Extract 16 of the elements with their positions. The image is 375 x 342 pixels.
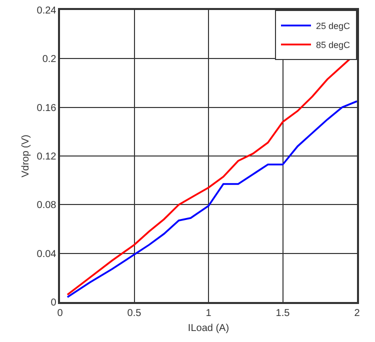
y-tick-label: 0.24: [36, 6, 57, 16]
y-axis-title: Vdrop (V): [20, 134, 32, 178]
y-tick-label: 0: [50, 298, 57, 308]
y-tick-label: 0.2: [42, 54, 57, 66]
x-tick-label: 0.5: [127, 308, 142, 319]
y-tick-label: 0.12: [36, 152, 57, 162]
x-tick-label: 2: [354, 308, 360, 319]
y-tick-label: 0.04: [36, 248, 57, 260]
x-tick-label: 1.5: [276, 308, 290, 319]
x-axis-title: ILoad (A): [188, 322, 230, 334]
x-tick-label: 1: [206, 308, 212, 319]
y-tick-label: 0.16: [36, 102, 57, 114]
legend-label: 25 degC: [316, 21, 351, 32]
legend-label: 85 degC: [316, 40, 351, 50]
y-tick-label: 0.08: [36, 200, 57, 212]
line-series: [66, 100, 357, 298]
